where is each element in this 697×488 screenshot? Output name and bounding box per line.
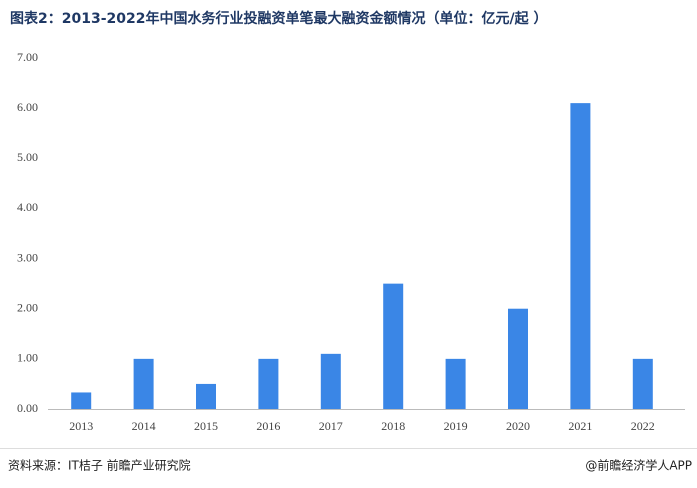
- bar: [320, 353, 341, 409]
- x-tick-label: 2021: [568, 419, 592, 433]
- x-tick-label: 2017: [319, 419, 343, 433]
- bar: [383, 283, 404, 409]
- bar: [445, 358, 466, 409]
- x-tick-label: 2019: [444, 419, 468, 433]
- x-tick-label: 2020: [506, 419, 530, 433]
- bar: [570, 103, 591, 409]
- bar: [133, 358, 154, 409]
- chart-title: 图表2：2013-2022年中国水务行业投融资单笔最大融资金额情况（单位：亿元/…: [10, 10, 547, 27]
- y-tick-label: 1.00: [17, 351, 38, 365]
- x-tick-label: 2018: [381, 419, 405, 433]
- bar: [196, 383, 216, 409]
- credit: @前瞻经济学人APP: [585, 458, 692, 473]
- y-tick-label: 0.00: [17, 401, 38, 415]
- y-tick-label: 5.00: [17, 150, 38, 164]
- bar: [258, 358, 279, 409]
- y-tick-label: 2.00: [17, 300, 38, 314]
- y-tick-label: 4.00: [17, 200, 38, 214]
- x-tick-label: 2013: [69, 419, 93, 433]
- bar: [632, 358, 653, 409]
- y-tick-label: 3.00: [17, 250, 38, 264]
- y-tick-label: 6.00: [17, 100, 38, 114]
- y-tick-label: 7.00: [17, 50, 38, 64]
- x-tick-label: 2014: [132, 419, 156, 433]
- bar: [508, 308, 528, 409]
- x-tick-label: 2015: [194, 419, 218, 433]
- x-tick-label: 2022: [631, 419, 655, 433]
- x-tick-label: 2016: [256, 419, 280, 433]
- bar: [71, 392, 92, 409]
- source: 资料来源：IT桔子 前瞻产业研究院: [8, 458, 191, 473]
